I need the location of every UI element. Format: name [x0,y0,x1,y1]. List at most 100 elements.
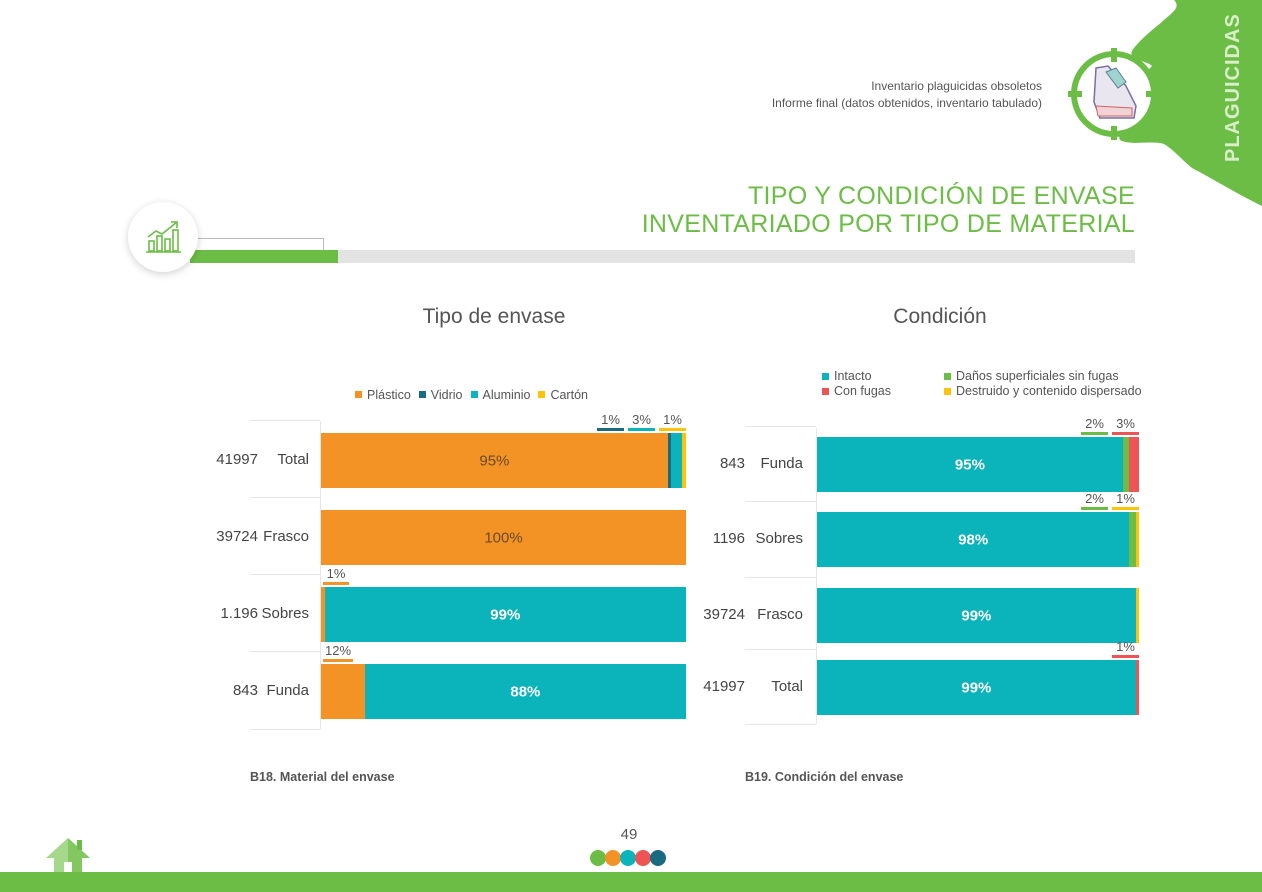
row-separator [250,574,320,575]
callout-total-con-fugas: 1% [1112,640,1139,658]
title-underline-accent [190,250,338,263]
chart-axis [320,421,321,729]
segment-value-label: 99% [961,607,992,624]
bar-segment-total-carton [682,433,686,488]
row-label-funda: Funda [760,455,803,472]
row-separator [745,724,816,725]
legend-label: Plástico [367,387,411,402]
chart1-legend: Plástico Vidrio Aluminio Cartón [355,387,596,402]
legend-swatch [944,387,951,395]
dot-green [590,850,606,866]
legend-label: Cartón [550,387,588,402]
callout-total-carton: 1% [659,413,686,431]
legend-label: Con fugas [834,384,891,398]
legend-swatch [418,391,426,398]
segment-value-label: 95% [479,452,510,469]
row-label-frasco: Frasco [263,528,309,545]
bar-segment-frasco-destruido-y-contenido-dispersado [1135,588,1139,643]
chart1-title: Tipo de envase [422,305,566,328]
callout-funda-con-fugas: 3% [1112,417,1139,435]
row-separator [745,425,816,427]
bar-segment-total-vidrio [667,433,672,488]
section-tag: PLAGUICIDAS [1222,13,1244,162]
bar-sobres: 98% [817,512,1139,567]
legend-swatch [538,391,546,398]
chart-axis [816,428,817,724]
bar-frasco: 99% [817,588,1139,643]
row-count-total: 41997 [216,451,258,468]
chart1-caption: B18. Material del envase [250,770,395,784]
pesticide-target-icon [1068,48,1160,140]
legend-swatch [470,391,478,398]
bar-segment-total-aluminio [671,433,683,488]
segment-value-label: 98% [958,531,989,548]
row-separator [745,500,816,502]
legend-label: Aluminio [482,387,531,402]
row-label-frasco: Frasco [757,606,803,623]
legend-label: Intacto [834,369,872,383]
legend-item-intacto: Intacto [822,369,936,383]
legend-swatch [944,372,951,380]
row-separator [745,576,816,578]
row-count-frasco: 39724 [703,606,745,623]
dot-red [635,850,651,866]
bar-segment-total-con-fugas [1135,660,1139,715]
page-number: 49 [620,826,638,843]
page-title-line2: INVENTARIADO POR TIPO DE MATERIAL [641,210,1135,238]
bar-frasco: 100% [321,510,686,565]
bar-segment-funda-aluminio: 88% [364,664,686,719]
document-header: Inventario plaguicidas obsoletos Informe… [772,78,1042,112]
callout-sobres-plastico: 1% [323,567,349,585]
legend-item-aluminio: Aluminio [470,387,531,402]
segment-value-label: 99% [490,606,521,623]
legend-item-vidrio: Vidrio [418,387,463,402]
chart2-legend: Intacto Daños superficiales sin fugas Con … [822,369,1152,398]
legend-item-con-fugas: Con fugas [822,384,936,398]
home-icon[interactable] [44,836,92,874]
legend-item-destruido-y-contenido-dispersado: Destruido y contenido dispersado [944,384,1144,398]
row-label-sobres: Sobres [755,530,803,547]
doc-header-line1: Inventario plaguicidas obsoletos [871,79,1042,93]
title-underline-track [190,250,1135,263]
chart-badge [128,202,198,272]
legend-item-plastico: Plástico [355,388,411,402]
row-count-funda: 843 [719,455,745,472]
bar-segment-sobres-intacto: 98% [817,512,1130,567]
row-label-total: Total [277,451,309,468]
row-count-funda: 843 [232,682,258,699]
row-count-sobres: 1196 [712,530,745,547]
row-count-sobres: 1.196 [220,605,258,622]
row-count-frasco: 39724 [216,528,258,545]
row-separator [250,651,320,652]
legend-swatch [822,372,829,380]
color-dots [590,850,666,866]
bar-segment-sobres-danos-superficiales-sin-fugas [1129,512,1136,567]
row-label-sobres: Sobres [261,605,309,622]
segment-value-label: 88% [510,683,541,700]
row-label-funda: Funda [266,682,309,699]
legend-label: Destruido y contenido dispersado [956,384,1142,398]
row-separator [745,648,816,650]
legend-swatch [355,391,362,398]
connector-line [196,238,324,250]
bar-segment-sobres-aluminio: 99% [324,587,686,642]
legend-item-danos-superficiales-sin-fugas: Daños superficiales sin fugas [944,369,1144,383]
callout-total-vidrio: 1% [597,413,624,431]
brush-decoration [1113,0,1262,206]
callout-total-aluminio: 3% [628,413,655,431]
row-separator [250,420,320,421]
callout-sobres-danos-superficiales-sin-fugas: 2% [1081,492,1108,510]
bar-segment-frasco-plastico: 100% [321,510,686,565]
bar-segment-funda-intacto: 95% [817,437,1123,492]
legend-label: Daños superficiales sin fugas [956,369,1119,383]
page-title: TIPO Y CONDICIÓN DE ENVASE INVENTARIADO … [642,182,1135,238]
footer-bar [0,872,1262,892]
segment-value-label: 99% [961,679,992,696]
row-separator [250,497,320,498]
bar-total: 99% [817,660,1139,715]
bar-segment-frasco-intacto: 99% [817,588,1136,643]
row-separator [250,729,320,730]
bar-segment-funda-plastico [321,664,365,719]
legend-label: Vidrio [430,387,463,402]
chart2-title: Condición [893,305,987,328]
